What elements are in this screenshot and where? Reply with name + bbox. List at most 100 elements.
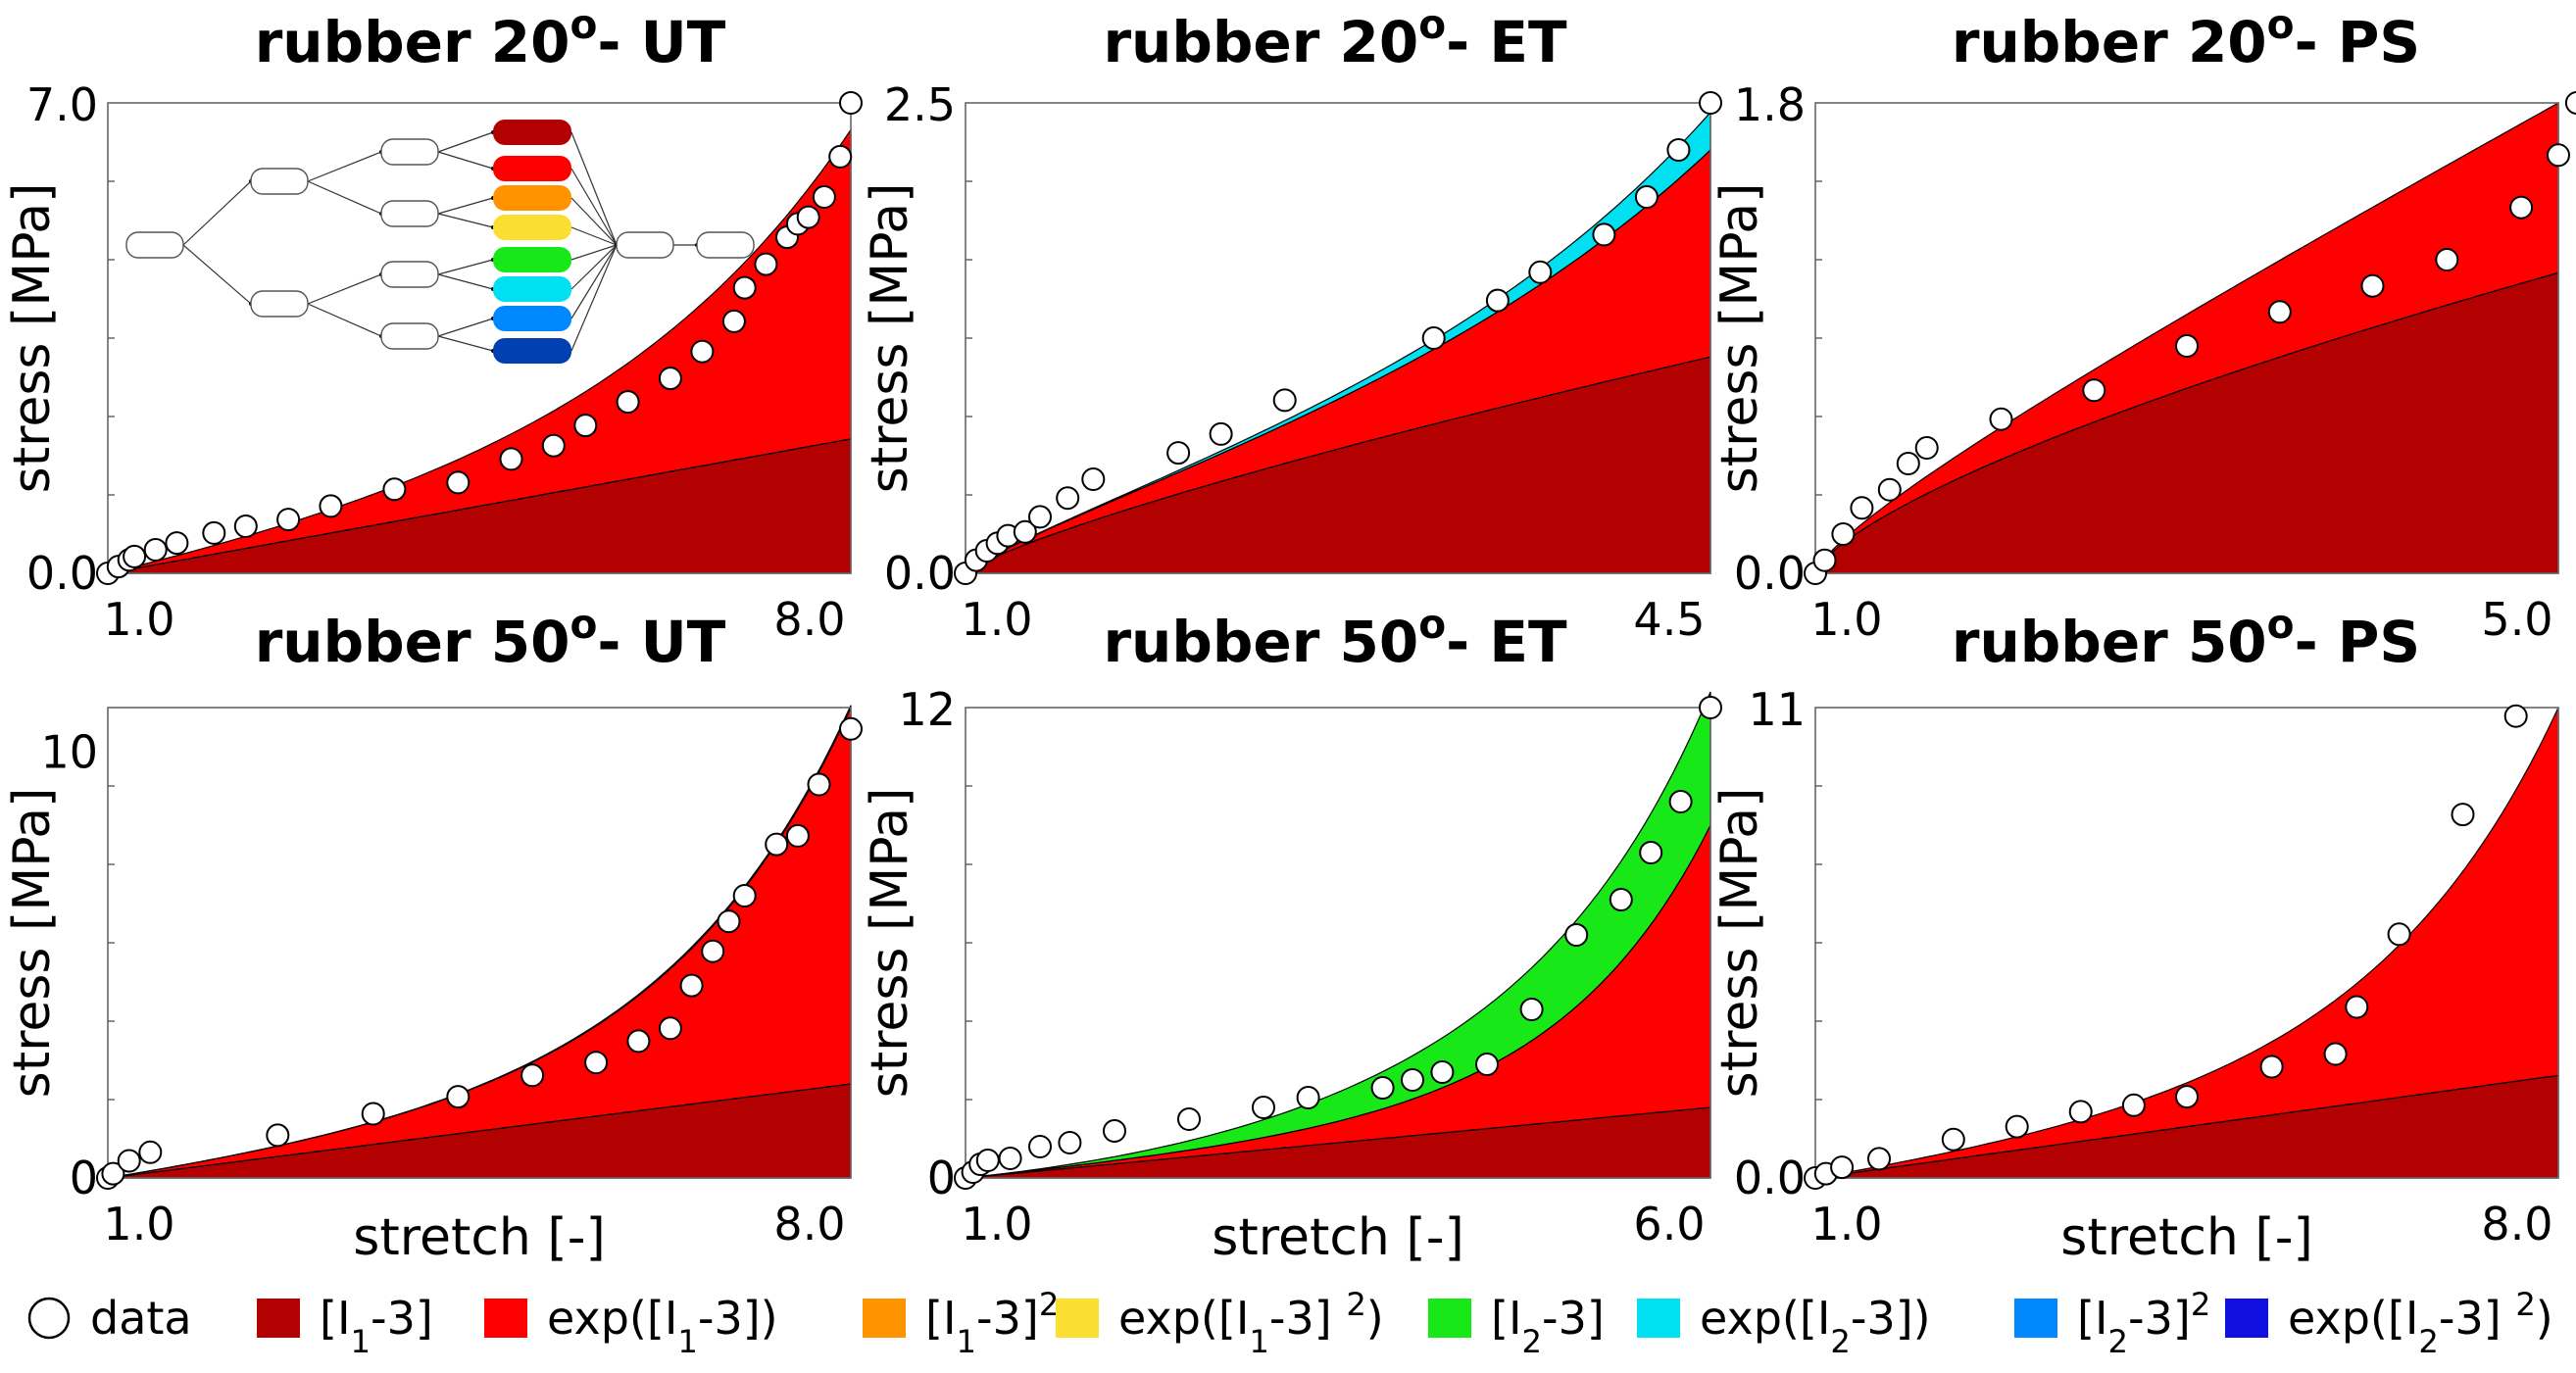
data-point: [1564, 923, 1589, 947]
data-point: [796, 205, 820, 229]
data-point: [1028, 505, 1052, 529]
data-point: [2175, 334, 2199, 358]
network-node: [493, 120, 571, 145]
data-point: [717, 909, 741, 934]
network-edge: [570, 244, 618, 261]
data-point: [143, 538, 168, 562]
chart-title: rubber 20o- ET: [1103, 1, 1567, 75]
network-node: [493, 306, 571, 331]
data-point: [2175, 1085, 2199, 1109]
data-point: [2121, 1093, 2146, 1117]
data-point: [1699, 91, 1722, 115]
network-node: [493, 215, 571, 240]
legend-item-expI2-3: exp([I2-3]): [1637, 1292, 1931, 1360]
legend-label: [I1-3]2: [925, 1286, 1059, 1360]
data-point: [382, 477, 407, 502]
data-point: [2435, 248, 2459, 271]
chart-title: rubber 50o- UT: [255, 601, 726, 675]
legend-label: exp([I2-3]): [1700, 1292, 1931, 1360]
x-tick-label: 4.5: [1633, 593, 1705, 646]
network-edge: [307, 151, 382, 182]
data-point: [807, 772, 831, 797]
network-node: [493, 247, 571, 272]
data-point: [701, 939, 725, 963]
data-point: [658, 367, 682, 391]
data-point: [202, 520, 226, 545]
x-axis-label: stretch [-]: [1212, 1208, 1464, 1267]
data-point: [1896, 452, 1920, 475]
network-edge: [307, 180, 382, 215]
data-point: [1989, 407, 2013, 431]
data-point: [1421, 326, 1446, 350]
network-node: [250, 290, 309, 318]
legend-label: exp([I1-3] 2): [1118, 1286, 1384, 1360]
data-point: [1272, 388, 1297, 413]
data-point: [1370, 1076, 1395, 1100]
y-tick-label: 0.0: [1734, 547, 1806, 600]
network-edge: [570, 226, 618, 246]
data-point: [1475, 1053, 1499, 1076]
data-point: [1081, 467, 1106, 491]
network-edge: [182, 180, 252, 246]
data-point: [721, 309, 746, 333]
data-point: [499, 447, 523, 471]
data-point: [1209, 421, 1233, 446]
chart-panel: rubber 20o- PS 0.0 1.8 1.0 5.0 stress [MPa]: [1710, 1, 2576, 646]
x-tick-label: 5.0: [2481, 593, 2552, 646]
data-point: [975, 1149, 1000, 1172]
network-node: [696, 231, 755, 259]
data-point: [1592, 222, 1616, 247]
data-point: [658, 1016, 682, 1041]
network-node: [493, 185, 571, 211]
chart-title: rubber 50o- PS: [1952, 601, 2420, 675]
x-tick-label: 1.0: [1810, 593, 1882, 646]
network-node: [380, 322, 439, 350]
y-axis-label: stress [MPa]: [1710, 183, 1769, 494]
data-point: [1867, 1147, 1891, 1171]
data-point: [1877, 477, 1902, 502]
data-point: [520, 1063, 545, 1088]
y-tick-label: 12: [898, 683, 956, 736]
y-tick-label: 0.0: [884, 547, 956, 600]
data-point: [839, 716, 863, 741]
data-point: [1609, 888, 1633, 911]
data-point: [2387, 922, 2411, 947]
x-tick-label: 1.0: [103, 593, 174, 646]
y-tick-label: 1.8: [1734, 78, 1806, 131]
data-point: [626, 1029, 651, 1054]
data-point: [828, 144, 853, 169]
network-edge: [437, 318, 494, 337]
data-point: [616, 390, 640, 415]
network-edge: [570, 244, 618, 319]
chart-title: rubber 20o- PS: [1952, 1, 2420, 75]
legend-item-I2-3sq: [I2-3]2: [2014, 1286, 2210, 1360]
legend-swatch: [257, 1299, 300, 1338]
area-band-I1-3: [964, 356, 1711, 574]
x-tick-label: 8.0: [2481, 1198, 2552, 1250]
legend-item-I1-3: [I1-3]: [257, 1292, 433, 1360]
data-point: [361, 1102, 385, 1126]
legend-item-expI1-3sq: exp([I1-3] 2): [1056, 1286, 1384, 1360]
data-point: [1056, 486, 1080, 511]
data-point: [101, 1161, 125, 1186]
data-point: [2509, 195, 2534, 220]
y-axis-label: stress [MPa]: [1710, 788, 1769, 1099]
data-point: [2005, 1114, 2029, 1139]
legend-swatch: [2014, 1299, 2057, 1338]
area-band-I2-3: [107, 705, 852, 1179]
data-point: [2082, 378, 2106, 403]
data-point: [1666, 138, 1691, 162]
chart-panel: rubber 50o- UT 0 10 1.0 8.0 stress [MPa] stret…: [3, 601, 863, 1267]
legend-label: exp([I1-3]): [547, 1292, 778, 1360]
chart-panel: rubber 20o- UT 0.0 7.0 1.0 8.0 stress [MPa]: [3, 1, 863, 646]
legend-marker: [27, 1297, 71, 1340]
data-point: [1013, 519, 1037, 544]
network-edge: [437, 197, 494, 215]
network-node: [250, 168, 309, 195]
x-tick-label: 1.0: [103, 1198, 174, 1250]
network-edge: [307, 273, 382, 305]
y-tick-label: 0: [70, 1152, 98, 1204]
network-node: [493, 156, 571, 181]
